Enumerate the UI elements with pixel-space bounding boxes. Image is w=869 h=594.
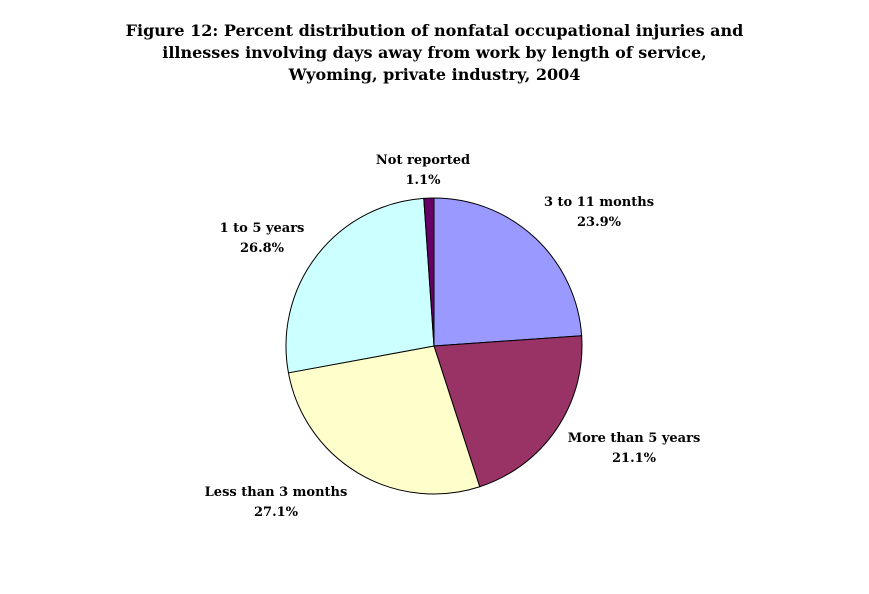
pie-labels: 3 to 11 months 23.9% More than 5 years 21.1… <box>205 153 701 520</box>
chart-title-line-1: Figure 12: Percent distribution of nonfa… <box>125 21 744 40</box>
slice-value-label: 26.8% <box>240 241 285 256</box>
pie-slice-3-to-11-months <box>433 197 583 347</box>
pie-slice-more-than-5-years <box>433 335 583 488</box>
pie-slices <box>285 197 583 495</box>
slice-label: Not reported <box>376 153 470 168</box>
pie-slice-1-to-5-years <box>285 197 435 374</box>
slice-label: 3 to 11 months <box>544 195 654 210</box>
slice-label: More than 5 years <box>568 431 701 446</box>
chart-title-line-3: Wyoming, private industry, 2004 <box>288 65 581 84</box>
slice-label: Less than 3 months <box>205 485 348 500</box>
slice-label: 1 to 5 years <box>220 221 305 236</box>
slice-value-label: 21.1% <box>612 451 657 466</box>
chart-title: Figure 12: Percent distribution of nonfa… <box>0 20 869 86</box>
pie-slice-less-than-3-months <box>287 345 481 495</box>
slice-value-label: 23.9% <box>577 215 622 230</box>
slice-value-label: 27.1% <box>254 505 299 520</box>
slice-value-label: 1.1% <box>406 173 442 188</box>
pie-slice-not-reported <box>423 197 435 347</box>
chart-title-line-2: illnesses involving days away from work … <box>162 43 707 62</box>
